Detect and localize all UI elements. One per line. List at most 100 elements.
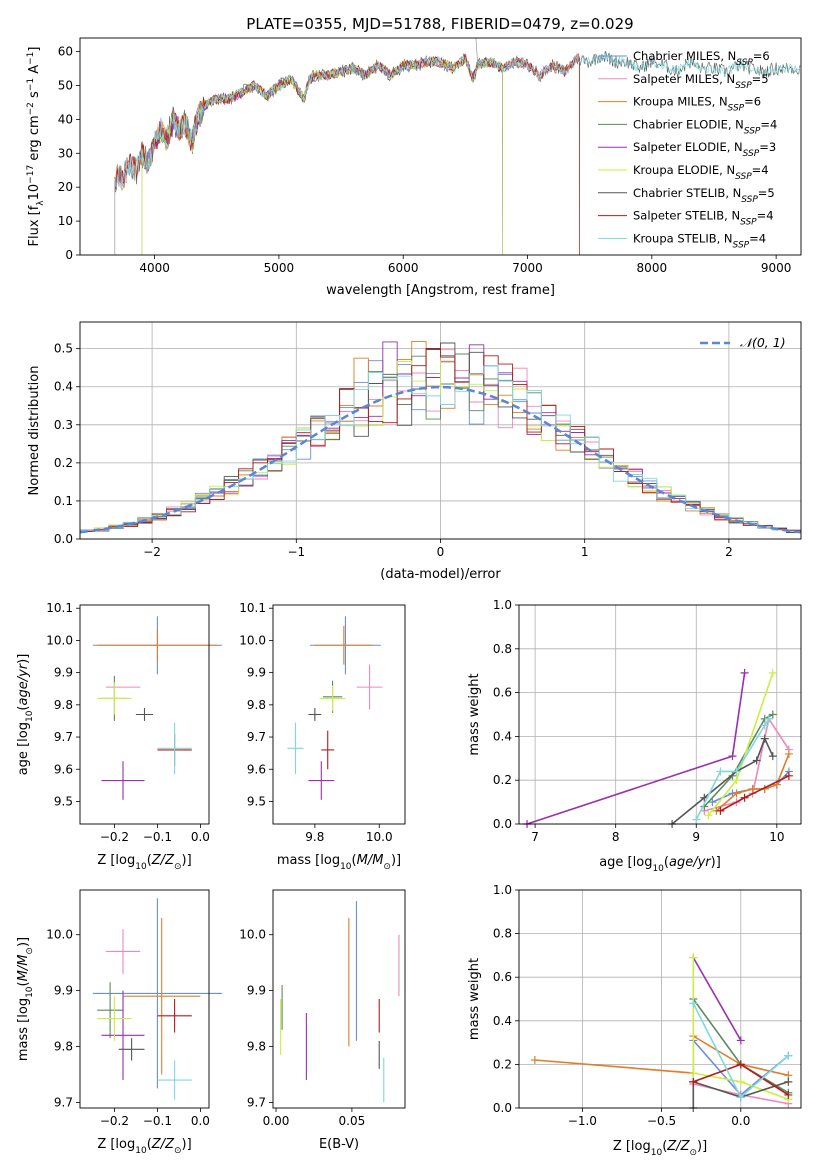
weights-chabrier-stelib-line: [692, 1080, 789, 1108]
y-tick-label: 0.4: [54, 380, 73, 394]
y-axis-label: mass weight: [467, 673, 482, 755]
y-tick-label: 0.6: [493, 970, 512, 984]
y-tick-label: 9.8: [54, 1040, 73, 1054]
spectrum-chabrier-miles-line: [114, 55, 580, 255]
legend-entry: Kroupa ELODIE, NSSP=4: [633, 163, 769, 182]
residuals-panel: −2 −1 0 1 2 0.0 0.1 0.2 0.3 0.4 0.5 𝒩(0, 1) (data-mo…: [27, 321, 802, 582]
y-tick-label: 0.2: [493, 1057, 512, 1071]
y-tick-label: 10.0: [46, 633, 73, 647]
data-spike: [475, 37, 479, 66]
x-tick-label: 2: [725, 545, 733, 559]
x-tick-label: 0.00: [263, 1114, 290, 1128]
weights-salpeter-stelib-marker: [736, 1060, 745, 1069]
x-tick-label: 0.0: [191, 1114, 210, 1128]
y-tick-label: 9.6: [54, 762, 73, 776]
spectrum-kroupa-stelib-line: [114, 51, 801, 191]
x-tick-label: −0.2: [100, 830, 129, 844]
y-tick-label: 0.4: [493, 1014, 512, 1028]
y-tick-label: 0.8: [493, 642, 512, 656]
x-tick-label: 5000: [264, 261, 295, 275]
y-tick-label: 9.6: [247, 762, 266, 776]
spectrum-salpeter-stelib-line: [114, 54, 580, 255]
axes-frame: [79, 604, 210, 825]
axes-frame: [272, 604, 406, 825]
axes-frame: [79, 889, 210, 1109]
legend-entry: Salpeter STELIB, NSSP=4: [633, 209, 774, 228]
y-tick-label: 9.5: [54, 794, 73, 808]
y-tick-label: 9.7: [54, 1095, 73, 1109]
spectrum-chabrier-elodie-line: [141, 54, 503, 255]
x-axis-label: Z [log10(Z/Z⊙)]: [97, 853, 191, 872]
x-tick-label: 9.8: [305, 830, 324, 844]
y-tick-label: 0.1: [54, 494, 73, 508]
x-tick-label: 6000: [388, 261, 419, 275]
x-tick-label: −0.1: [143, 1114, 172, 1128]
mass_vs_EBV-panel: 0.00 0.05 9.7 9.8 9.9 10.0 E(B-V): [239, 889, 406, 1152]
x-tick-label: −0.1: [143, 830, 172, 844]
y-tick-label: 40: [58, 112, 73, 126]
y-axis-label: mass [log10(M/M⊙)]: [16, 937, 35, 1061]
y-tick-label: 0.4: [493, 729, 512, 743]
x-axis-label: Z [log10(Z/Z⊙)]: [97, 1137, 191, 1156]
weights-kroupa-elodie-marker: [689, 953, 698, 962]
mass_weight_vs_Z-panel: −1.0 −0.5 0.0 0.0 0.2 0.4 0.6 0.8 1.0 mass weight…: [467, 883, 802, 1158]
weights-kroupa-stelib-marker: [784, 1051, 793, 1060]
y-tick-label: 0.6: [493, 686, 512, 700]
weights-kroupa-elodie-marker: [689, 1069, 698, 1078]
weights-kroupa-elodie-marker: [736, 1077, 745, 1086]
y-tick-label: 9.8: [247, 698, 266, 712]
y-tick-label: 0.0: [493, 817, 512, 831]
legend-entry: Salpeter ELODIE, NSSP=3: [633, 140, 776, 159]
x-tick-label: 10.0: [366, 830, 393, 844]
spectrum-kroupa-miles-line: [114, 53, 580, 255]
weights-chabrier-stelib-marker: [760, 734, 769, 743]
y-tick-label: 1.0: [493, 598, 512, 612]
y-tick-label: 9.8: [54, 698, 73, 712]
y-tick-label: 9.9: [247, 984, 266, 998]
axes-frame: [272, 889, 406, 1109]
x-axis-label: E(B-V): [319, 1137, 359, 1152]
age_vs_mass-panel: 9.8 10.0 9.5 9.6 9.7 9.8 9.9 10.0 10.1 mass [log1…: [239, 601, 406, 872]
x-tick-label: 0.05: [339, 1114, 366, 1128]
weights-kroupa-stelib-marker: [760, 721, 769, 730]
y-tick-label: 9.9: [54, 666, 73, 680]
y-tick-label: 9.5: [247, 794, 266, 808]
x-axis-label: age [log10(age/yr)]: [599, 855, 721, 874]
weights-kroupa-stelib-marker: [716, 767, 725, 776]
weights-salpeter-elodie-line: [692, 957, 742, 1041]
x-axis-label: mass [log10(M/M⊙)]: [277, 853, 401, 872]
weights-kroupa-elodie-marker: [704, 811, 713, 820]
weights-salpeter-elodie-marker: [728, 752, 737, 761]
x-tick-label: 8: [612, 830, 620, 844]
y-tick-label: 10.0: [46, 928, 73, 942]
weights-salpeter-stelib-marker: [784, 771, 793, 780]
mass_vs_Z-panel: −0.2 −0.1 0.0 9.7 9.8 9.9 10.0 Z [log10(Z/Z⊙)] m…: [16, 889, 222, 1156]
axes-frame: [79, 37, 802, 256]
x-tick-label: −0.2: [100, 1114, 129, 1128]
weights-kroupa-elodie-line: [692, 957, 789, 1101]
y-tick-label: 10.0: [239, 928, 266, 942]
y-tick-label: 0.2: [493, 773, 512, 787]
weights-kroupa-stelib-marker: [732, 767, 741, 776]
weights-chabrier-stelib-marker: [784, 1077, 793, 1086]
weights-chabrier-stelib-line: [671, 736, 774, 825]
x-axis-label: (data-model)/error: [380, 567, 501, 582]
y-tick-label: 9.9: [54, 984, 73, 998]
axes-frame: [518, 889, 802, 1109]
y-axis-label: Normed distribution: [27, 366, 42, 496]
weights-kroupa-miles-marker: [784, 749, 793, 758]
y-tick-label: 0.0: [493, 1101, 512, 1115]
y-tick-label: 0.3: [54, 418, 73, 432]
legend-entry: Salpeter MILES, NSSP=5: [633, 72, 769, 91]
y-tick-label: 10.0: [239, 633, 266, 647]
axes-frame: [79, 321, 802, 540]
spectrum-panel: 4000 5000 6000 7000 8000 9000 0 10 20 30 40 50 60 Cha…: [26, 37, 802, 298]
histogram-kroupa-stelib: [80, 365, 801, 535]
x-tick-label: 10: [769, 830, 784, 844]
weights-salpeter-stelib-marker: [740, 793, 749, 802]
legend-entry: Kroupa STELIB, NSSP=4: [633, 231, 766, 250]
weights-salpeter-stelib-marker: [784, 1090, 793, 1099]
weights-kroupa-miles-marker: [530, 1056, 539, 1065]
weights-chabrier-elodie-marker: [768, 710, 777, 719]
